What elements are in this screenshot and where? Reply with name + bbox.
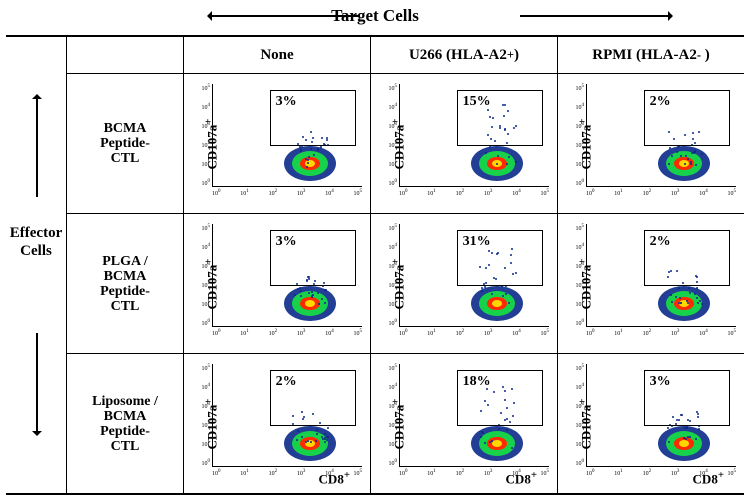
x-ticks: 100101102103104105 [212,329,362,337]
y-ticks: 100101102103104105 [387,84,397,187]
plot-area: 2% [212,364,362,467]
row-label-0: BCMAPeptide-CTL [67,74,184,213]
data-row-2: Liposome /BCMAPeptide-CTL CD107a+2%CD8+1… [67,354,744,493]
data-row-0: BCMAPeptide-CTL CD107a+3%100101102103104… [67,74,744,214]
gate-percentage: 2% [650,234,671,250]
plot-area: 2% [586,224,736,327]
x-ticks: 100101102103104105 [212,469,362,477]
y-ticks: 100101102103104105 [387,364,397,467]
gate-percentage: 3% [650,374,671,390]
gate-percentage: 3% [276,234,297,250]
plot-1-1: CD107a+31%100101102103104105100101102103… [371,214,558,353]
plot-2-0: CD107a+2%CD8+100101102103104105100101102… [184,354,371,493]
plot-1-0: CD107a+3%1001011021031041051001011021031… [184,214,371,353]
gate-percentage: 3% [276,94,297,110]
gate-percentage: 2% [650,94,671,110]
grid-frame: EffectorCells None U266 (HLA-A2+) RPMI (… [6,35,744,495]
gate-percentage: 31% [463,234,491,250]
plot-2-2: CD107a+3%CD8+100101102103104105100101102… [558,354,744,493]
col-head-0: None [184,37,371,73]
y-ticks: 100101102103104105 [200,364,210,467]
plot-area: 3% [212,224,362,327]
plot-0-1: CD107a+15%100101102103104105100101102103… [371,74,558,213]
plot-area: 31% [399,224,549,327]
plot-grid: None U266 (HLA-A2+) RPMI (HLA-A2- ) BCMA… [67,37,744,493]
y-ticks: 100101102103104105 [200,224,210,327]
x-ticks: 100101102103104105 [399,469,549,477]
y-ticks: 100101102103104105 [200,84,210,187]
x-ticks: 100101102103104105 [586,329,736,337]
x-ticks: 100101102103104105 [586,189,736,197]
left-arrow-down-icon [36,333,38,433]
gate-percentage: 15% [463,94,491,110]
x-ticks: 100101102103104105 [586,469,736,477]
left-arrow-up-icon [36,97,38,197]
plot-2-1: CD107a+18%CD8+10010110210310410510010110… [371,354,558,493]
plot-0-0: CD107a+3%1001011021031041051001011021031… [184,74,371,213]
x-ticks: 100101102103104105 [399,189,549,197]
plot-1-2: CD107a+2%1001011021031041051001011021031… [558,214,744,353]
top-arrow-right-icon [520,15,670,17]
x-ticks: 100101102103104105 [399,329,549,337]
row-label-2: Liposome /BCMAPeptide-CTL [67,354,184,493]
col-head-2: RPMI (HLA-A2- ) [558,37,744,73]
y-ticks: 100101102103104105 [387,224,397,327]
plot-0-2: CD107a+2%1001011021031041051001011021031… [558,74,744,213]
plot-area: 2% [586,84,736,187]
plot-area: 18% [399,364,549,467]
gate-percentage: 18% [463,374,491,390]
left-axis-column: EffectorCells [6,37,67,493]
row-label-1: PLGA /BCMAPeptide-CTL [67,214,184,353]
plot-area: 3% [586,364,736,467]
x-ticks: 100101102103104105 [212,189,362,197]
plot-area: 3% [212,84,362,187]
y-ticks: 100101102103104105 [574,84,584,187]
plot-area: 15% [399,84,549,187]
y-ticks: 100101102103104105 [574,224,584,327]
figure-container: Target Cells EffectorCells None U266 (HL… [0,0,750,501]
y-ticks: 100101102103104105 [574,364,584,467]
gate-percentage: 2% [276,374,297,390]
header-row: None U266 (HLA-A2+) RPMI (HLA-A2- ) [67,37,744,74]
col-head-1: U266 (HLA-A2+) [371,37,558,73]
header-corner [67,37,184,73]
top-arrow-left-icon [210,15,360,17]
data-row-1: PLGA /BCMAPeptide-CTL CD107a+3%100101102… [67,214,744,354]
left-axis-label: EffectorCells [10,224,62,260]
